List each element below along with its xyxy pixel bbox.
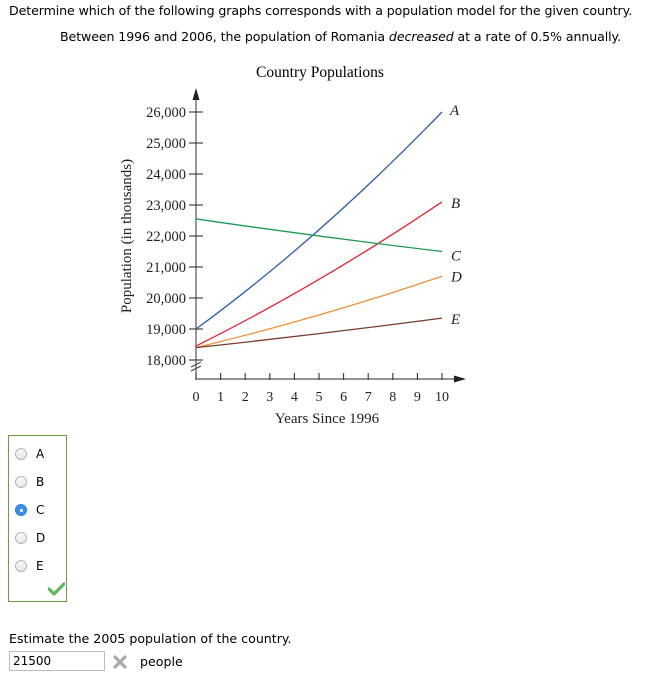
x-tick-label: 1 [217,390,224,405]
x-tick-label: 0 [193,390,200,405]
choice-label: C [36,503,45,517]
unit-label: people [140,654,183,669]
x-tick-label: 9 [414,390,421,405]
y-tick-label: 23,000 [146,198,186,214]
x-axis-label: Years Since 1996 [275,411,380,427]
choice-label: E [36,559,44,573]
series-label-e: E [450,312,460,328]
y-axis-label: Population (in thousands) [119,159,135,313]
prompt-emphasis: decreased [388,29,454,44]
choice-label: A [36,447,45,461]
y-tick-label: 18,000 [146,353,186,369]
series-line-c [195,218,443,253]
y-tick-label: 19,000 [146,322,186,338]
population-answer-input[interactable] [9,651,105,671]
x-tick-label: 6 [340,390,347,405]
y-tick-label: 22,000 [146,229,186,245]
x-tick-label: 10 [435,390,449,405]
radio-button[interactable] [15,504,27,516]
y-tick-label: 20,000 [146,291,186,307]
prompt-text: Between 1996 and 2006, the population of… [60,29,389,44]
estimate-prompt: Estimate the 2005 population of the coun… [9,631,292,646]
y-tick-label: 24,000 [146,167,186,183]
prompt-text-end: at a rate of 0.5% annually. [453,29,622,44]
x-axis-arrow-icon [454,375,466,383]
radio-button[interactable] [15,560,27,572]
axis-break-icon [190,361,202,372]
radio-button[interactable] [15,448,27,460]
choice-e[interactable]: E [15,557,44,575]
choice-a[interactable]: A [15,445,44,463]
choice-c[interactable]: C [15,501,44,519]
series-line-b [195,201,443,347]
x-tick-label: 4 [291,390,298,405]
question-prompt: Between 1996 and 2006, the population of… [60,29,621,44]
series-label-c: C [451,249,462,265]
choice-label: B [36,475,45,489]
incorrect-x-icon [113,655,127,669]
x-tick-label: 2 [242,390,249,405]
series-line-d [195,275,443,349]
choice-b[interactable]: B [15,473,44,491]
question-instruction: Determine which of the following graphs … [9,3,633,18]
y-tick-label: 26,000 [146,105,186,121]
correct-check-icon [48,582,65,596]
x-tick-label: 8 [389,390,396,405]
radio-button[interactable] [15,532,27,544]
series-label-d: D [450,269,462,285]
series-label-b: B [451,196,460,212]
choice-label: D [36,531,46,545]
radio-button[interactable] [15,476,27,488]
series-line-e [195,317,443,349]
series-line-a [195,111,443,330]
x-tick-label: 7 [365,390,372,405]
y-tick-label: 21,000 [146,260,186,276]
chart-title: Country Populations [256,64,384,81]
y-axis-arrow-icon [192,88,200,100]
y-tick-label: 25,000 [146,136,186,152]
x-tick-label: 5 [316,390,323,405]
x-tick-label: 3 [266,390,273,405]
population-chart: 18,000 19,000 20,000 21,000 22,000 23,000 24,0… [119,88,466,427]
choice-d[interactable]: D [15,529,45,547]
series-label-a: A [449,103,460,119]
